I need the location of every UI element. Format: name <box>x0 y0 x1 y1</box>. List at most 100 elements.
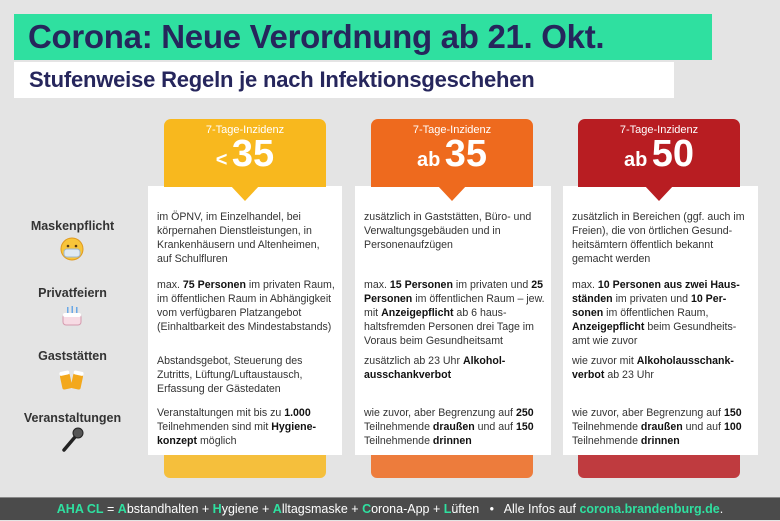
incidence-value: < 35 <box>164 134 326 182</box>
bold-text: Anzeigepflicht <box>381 307 454 319</box>
text: Teilnehmende <box>364 435 433 447</box>
incidence-header-0: 7-Tage-Inzidenz < 35 <box>164 119 326 201</box>
bold-text: 15 Personen <box>389 279 453 291</box>
text: Teilnehmende <box>572 421 641 433</box>
text: im privaten Raum, im öffentlichen Raum i… <box>157 279 335 333</box>
page-subtitle: Stufenweise Regeln je nach Infektionsges… <box>14 62 674 98</box>
footer-text: orona-App + <box>371 502 444 516</box>
text: zusätzlich ab 23 Uhr <box>364 355 463 367</box>
incidence-number: 50 <box>651 133 695 175</box>
rules-box-2: zusätzlich in Bereichen (ggf. auch im Fr… <box>563 186 758 455</box>
text: wie zuvor, aber Begrenzung auf <box>572 407 724 419</box>
incidence-value: ab 35 <box>371 134 533 182</box>
incidence-prefix: ab <box>623 149 648 171</box>
column-bottom-strip <box>164 455 326 478</box>
text: ab 23 Uhr <box>604 369 654 381</box>
bold-text: 100 <box>723 421 742 433</box>
incidence-label: 7-Tage-Inzidenz <box>205 124 285 136</box>
text: und auf <box>474 421 516 433</box>
text: Teilnehmenden sind mit <box>157 421 272 433</box>
footer-text: . <box>719 502 724 516</box>
text: im öffentlichen Raum – jew. mit <box>364 293 545 319</box>
footer-text: H <box>212 502 222 516</box>
text: im ÖPNV, im Einzelhandel, bei körpernahe… <box>157 211 320 265</box>
rule-cell-privatfeiern: max. 75 Personen im privaten Raum, im öf… <box>157 278 336 334</box>
footer-text: A <box>117 502 127 516</box>
incidence-label: 7-Tage-Inzidenz <box>412 124 492 136</box>
text: max. <box>572 279 598 291</box>
face-with-mask-icon <box>60 237 84 261</box>
text: Abstandsgebot, Steuerung des Zutritts, L… <box>157 355 303 395</box>
rule-cell-veranstaltungen: Veranstaltungen mit bis zu 1.000 Teilneh… <box>157 406 336 448</box>
text: Teilnehmende <box>364 421 433 433</box>
rule-cell-maskenpflicht: zusätzlich in Gaststätten, Büro- und Ver… <box>364 210 545 252</box>
bold-text: 150 <box>515 421 534 433</box>
bold-text: Anzeigepflicht <box>572 321 645 333</box>
footer-text: bstandhalten + <box>126 502 213 516</box>
pointer-arrow <box>437 185 467 201</box>
row-label-3: Veranstaltungen <box>23 411 122 425</box>
bold-text: 10 Personen aus zwei Haus-ständen <box>572 279 740 305</box>
rule-cell-maskenpflicht: zusätzlich in Bereichen (ggf. auch im Fr… <box>572 210 752 266</box>
rule-cell-gaststätten: zusätzlich ab 23 Uhr Alkohol-ausschankve… <box>364 354 545 382</box>
text: Teilnehmende <box>572 435 641 447</box>
text: und auf <box>682 421 724 433</box>
column-bottom-strip <box>371 455 533 478</box>
rule-cell-veranstaltungen: wie zuvor, aber Begrenzung auf 150 Teiln… <box>572 406 752 448</box>
bold-text: draußen <box>640 421 683 433</box>
rule-cell-privatfeiern: max. 10 Personen aus zwei Haus-ständen i… <box>572 278 752 348</box>
rules-box-0: im ÖPNV, im Einzelhandel, bei körpernahe… <box>148 186 342 455</box>
footer-text: C <box>362 502 372 516</box>
footer-bar: AHA CL = Abstandhalten + Hygiene + Allta… <box>0 497 780 520</box>
text: im öffentlichen Raum, <box>603 307 709 319</box>
incidence-number: 35 <box>231 133 275 175</box>
text: möglich <box>197 435 237 447</box>
bold-text: Alkoholausschank-verbot <box>572 355 734 381</box>
text: ab 6 haus-haltsfremden Personen drei Tag… <box>364 307 534 347</box>
footer-text: A <box>272 502 282 516</box>
bold-text: 75 Personen <box>182 279 246 291</box>
incidence-header-2: 7-Tage-Inzidenz ab 50 <box>578 119 740 201</box>
footer-text: ygiene + <box>221 502 273 516</box>
footer-text: L <box>443 502 452 516</box>
rule-cell-maskenpflicht: im ÖPNV, im Einzelhandel, bei körpernahe… <box>157 210 336 266</box>
bold-text: Alkohol-ausschankverbot <box>364 355 506 381</box>
bold-text: 150 <box>723 407 742 419</box>
text: wie zuvor mit <box>572 355 637 367</box>
text: im privaten und <box>452 279 532 291</box>
footer-text: üften <box>451 502 480 516</box>
microphone-icon <box>62 427 84 452</box>
row-label-0: Maskenpflicht <box>30 219 115 233</box>
incidence-number: 35 <box>444 133 488 175</box>
website-link[interactable]: corona.brandenburg.de <box>579 502 720 516</box>
bold-text: 10 Per-sonen <box>572 293 727 319</box>
footer-text: AHA CL <box>56 502 104 516</box>
incidence-prefix: ab <box>416 149 441 171</box>
incidence-value: ab 50 <box>578 134 740 182</box>
rule-cell-gaststätten: Abstandsgebot, Steuerung des Zutritts, L… <box>157 354 336 396</box>
text: max. <box>364 279 390 291</box>
beer-mugs-icon <box>59 370 84 390</box>
bold-text: Hygiene-konzept <box>157 421 316 447</box>
text: max. <box>157 279 183 291</box>
birthday-cake-icon <box>62 306 82 326</box>
bold-text: 1.000 <box>284 407 311 419</box>
text: zusätzlich in Bereichen (ggf. auch im Fr… <box>572 211 745 265</box>
rule-cell-privatfeiern: max. 15 Personen im privaten und 25 Pers… <box>364 278 545 348</box>
bold-text: draußen <box>432 421 475 433</box>
page-title: Corona: Neue Verordnung ab 21. Okt. <box>14 14 712 60</box>
row-label-1: Privatfeiern <box>38 286 107 300</box>
footer-text: • Alle Infos auf <box>479 502 580 516</box>
bold-text: drinnen <box>640 435 680 447</box>
rule-cell-gaststätten: wie zuvor mit Alkoholausschank-verbot ab… <box>572 354 752 382</box>
text: Veranstaltungen mit bis zu <box>157 407 285 419</box>
text: wie zuvor, aber Begrenzung auf <box>364 407 516 419</box>
bold-text: 250 <box>515 407 534 419</box>
incidence-label: 7-Tage-Inzidenz <box>619 124 699 136</box>
bold-text: drinnen <box>432 435 472 447</box>
incidence-prefix: < <box>215 149 228 171</box>
incidence-header-1: 7-Tage-Inzidenz ab 35 <box>371 119 533 201</box>
rule-cell-veranstaltungen: wie zuvor, aber Begrenzung auf 250 Teiln… <box>364 406 545 448</box>
text: im privaten und <box>612 293 691 305</box>
pointer-arrow <box>644 185 674 201</box>
